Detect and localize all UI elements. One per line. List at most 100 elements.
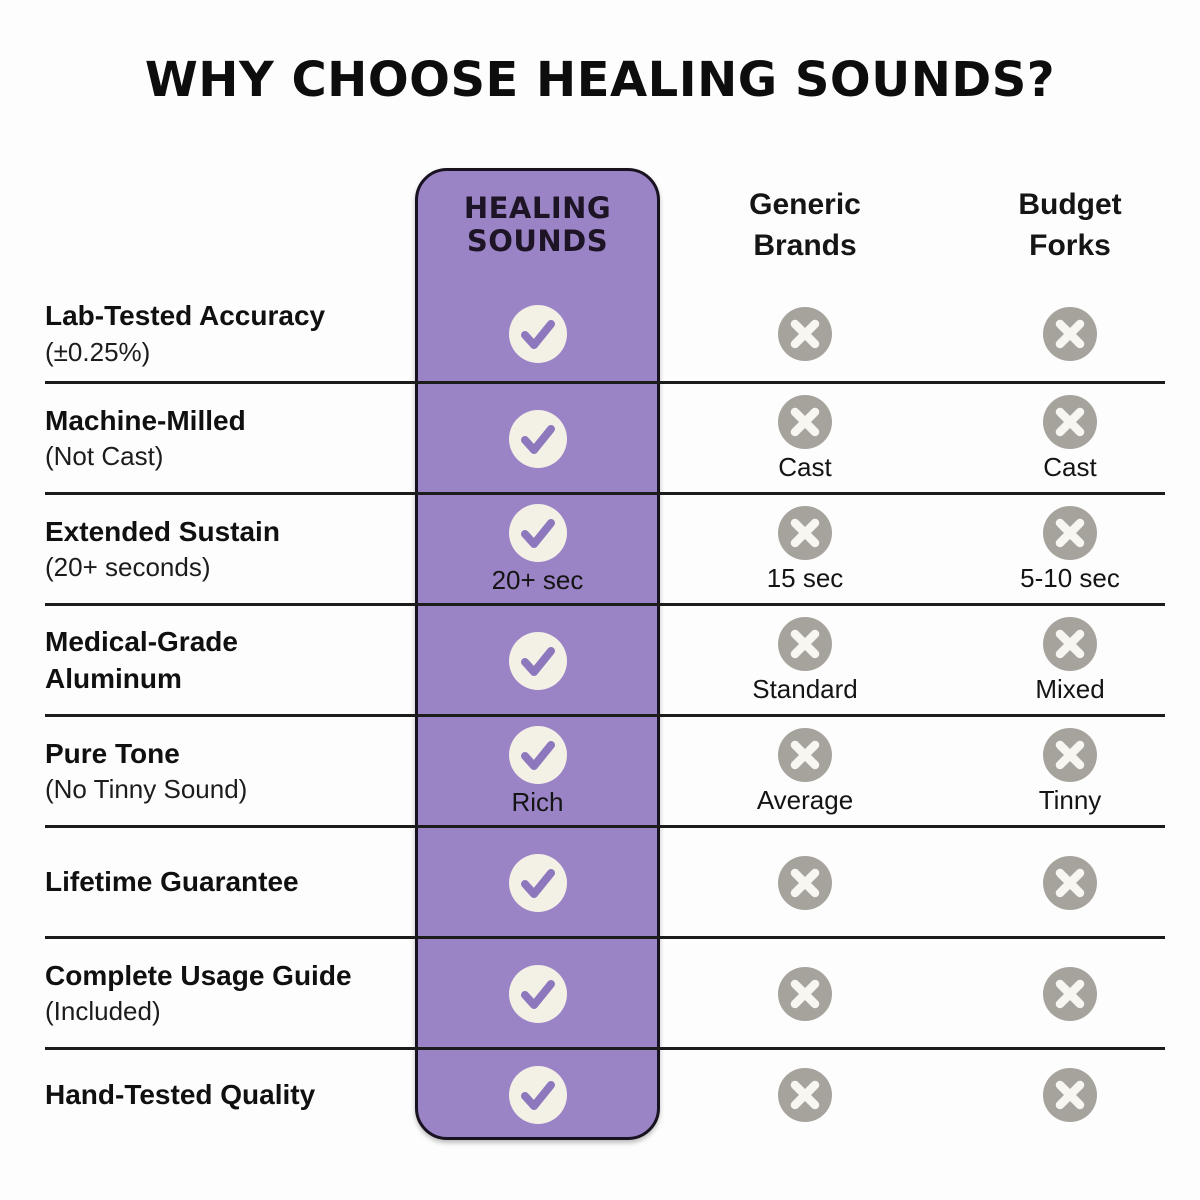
cross-icon xyxy=(1043,395,1097,450)
cell-note: 15 sec xyxy=(766,563,844,594)
feature-cell: Lab-Tested Accuracy (±0.25%) xyxy=(45,285,415,383)
header-line: Brands xyxy=(753,228,857,262)
feature-detail: (No Tinny Sound) xyxy=(45,774,248,805)
table-row: Medical-Grade Aluminum Standard Mixed xyxy=(45,605,1190,717)
budget-cell: Cast xyxy=(950,383,1190,494)
cross-icon xyxy=(778,1068,832,1122)
generic-cell: Cast xyxy=(660,383,950,494)
cross-icon xyxy=(1043,307,1097,361)
feature-label: Extended Sustain xyxy=(45,515,280,547)
feature-label: Complete Usage Guide xyxy=(45,959,352,991)
feature-cell: Extended Sustain (20+ seconds) xyxy=(45,494,415,605)
column-header-budget-forks: Budget Forks xyxy=(950,165,1190,285)
cell-note: Standard xyxy=(752,674,858,705)
cross-icon xyxy=(778,966,832,1021)
cross-icon xyxy=(778,506,832,561)
check-icon xyxy=(508,409,567,468)
cross-icon xyxy=(1043,728,1097,783)
feature-label-line2: Aluminum xyxy=(45,662,182,694)
check-icon xyxy=(508,305,567,363)
header-line: Generic xyxy=(749,188,861,221)
cell-note: Mixed xyxy=(1035,674,1105,705)
column-header-generic-brands: Generic Brands xyxy=(660,165,950,285)
feature-label: Machine-Milled xyxy=(45,404,246,436)
check-icon xyxy=(508,964,567,1023)
cross-icon xyxy=(1043,855,1097,910)
budget-cell xyxy=(950,827,1190,938)
feature-detail: (Included) xyxy=(45,996,161,1027)
table-row: Pure Tone (No Tinny Sound) Rich Average … xyxy=(45,716,1190,828)
feature-detail: (±0.25%) xyxy=(45,336,151,367)
cross-icon xyxy=(778,395,832,450)
feature-label: Lab-Tested Accuracy xyxy=(45,300,326,332)
feature-cell: Hand-Tested Quality xyxy=(45,1049,415,1141)
healing-cell xyxy=(415,827,660,938)
check-icon xyxy=(508,631,567,690)
generic-cell xyxy=(660,827,950,938)
feature-cell: Medical-Grade Aluminum xyxy=(45,605,415,716)
table-header-row: HEALING SOUNDS Generic Brands Budget For… xyxy=(45,165,1190,285)
feature-cell: Complete Usage Guide (Included) xyxy=(45,938,415,1049)
healing-cell: Rich xyxy=(415,716,660,827)
feature-label: Lifetime Guarantee xyxy=(45,866,299,898)
budget-cell xyxy=(950,285,1190,383)
cross-icon xyxy=(778,728,832,783)
table-row: Lifetime Guarantee xyxy=(45,827,1190,939)
budget-cell: 5-10 sec xyxy=(950,494,1190,605)
check-icon xyxy=(508,853,567,912)
feature-cell: Machine-Milled (Not Cast) xyxy=(45,383,415,494)
cross-icon xyxy=(1043,966,1097,1021)
header-line: SOUNDS xyxy=(466,224,609,259)
healing-cell xyxy=(415,1049,660,1141)
budget-cell xyxy=(950,1049,1190,1141)
budget-cell xyxy=(950,938,1190,1049)
cross-icon xyxy=(1043,506,1097,561)
healing-cell xyxy=(415,383,660,494)
cell-note: Average xyxy=(756,785,854,816)
cross-icon xyxy=(778,617,832,672)
cross-icon xyxy=(1043,1068,1097,1122)
healing-cell xyxy=(415,938,660,1049)
header-line: HEALING xyxy=(463,191,612,225)
cell-note: Cast xyxy=(778,452,832,483)
table-row: Hand-Tested Quality xyxy=(45,1049,1190,1141)
generic-cell xyxy=(660,1049,950,1141)
generic-cell: Standard xyxy=(660,605,950,716)
check-icon xyxy=(508,726,567,785)
budget-cell: Tinny xyxy=(950,716,1190,827)
budget-cell: Mixed xyxy=(950,605,1190,716)
generic-cell xyxy=(660,938,950,1049)
check-icon xyxy=(508,504,567,563)
cross-icon xyxy=(1043,617,1097,672)
check-icon xyxy=(508,1066,567,1124)
cell-note: Cast xyxy=(1043,452,1097,483)
feature-cell: Lifetime Guarantee xyxy=(45,827,415,938)
feature-label: Hand-Tested Quality xyxy=(45,1078,316,1110)
healing-cell xyxy=(415,285,660,383)
generic-cell: Average xyxy=(660,716,950,827)
header-line: Budget xyxy=(1018,188,1122,221)
healing-cell xyxy=(415,605,660,716)
generic-cell xyxy=(660,285,950,383)
table-row: Machine-Milled (Not Cast) Cast Cast xyxy=(45,383,1190,495)
feature-detail: (20+ seconds) xyxy=(45,552,211,583)
header-spacer xyxy=(45,165,415,285)
feature-cell: Pure Tone (No Tinny Sound) xyxy=(45,716,415,827)
comparison-table: HEALING SOUNDS Generic Brands Budget For… xyxy=(45,165,1190,1141)
generic-cell: 15 sec xyxy=(660,494,950,605)
feature-label: Pure Tone xyxy=(45,737,180,769)
column-header-healing-sounds: HEALING SOUNDS xyxy=(415,165,660,285)
cell-note: Tinny xyxy=(1038,785,1102,816)
cell-note: Rich xyxy=(511,787,564,818)
feature-label: Medical-Grade xyxy=(45,626,238,658)
cross-icon xyxy=(778,855,832,910)
page-title: WHY CHOOSE HEALING SOUNDS? xyxy=(144,52,1056,108)
healing-cell: 20+ sec xyxy=(415,494,660,605)
header-line: Forks xyxy=(1029,228,1111,262)
cell-note: 5-10 sec xyxy=(1020,563,1120,594)
feature-detail: (Not Cast) xyxy=(45,441,164,472)
cross-icon xyxy=(778,307,832,361)
cell-note: 20+ sec xyxy=(491,565,584,596)
table-row: Complete Usage Guide (Included) xyxy=(45,938,1190,1050)
